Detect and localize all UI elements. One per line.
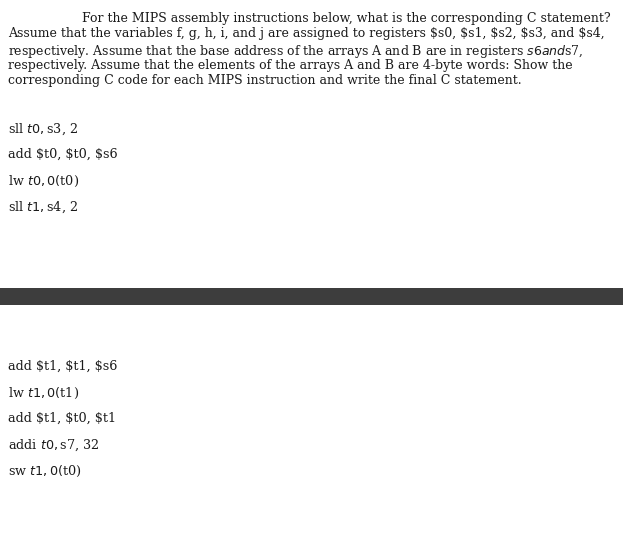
Text: lw $t1, 0($t1): lw $t1, 0($t1) (8, 386, 79, 401)
Bar (0, 288, 623, 305)
Text: For the MIPS assembly instructions below, what is the corresponding C statement?: For the MIPS assembly instructions below… (82, 12, 611, 25)
Text: lw $t0, 0($t0): lw $t0, 0($t0) (8, 174, 79, 189)
Text: sll $t0, $s3, 2: sll $t0, $s3, 2 (8, 122, 78, 137)
Text: add $t0, $t0, $s6: add $t0, $t0, $s6 (8, 148, 118, 161)
Text: respectively. Assume that the base address of the arrays A and B are in register: respectively. Assume that the base addre… (8, 43, 584, 60)
Text: respectively. Assume that the elements of the arrays A and B are 4-byte words: S: respectively. Assume that the elements o… (8, 59, 573, 71)
Text: sll $t1, $s4, 2: sll $t1, $s4, 2 (8, 200, 78, 216)
Text: add $t1, $t0, $t1: add $t1, $t0, $t1 (8, 412, 116, 425)
Text: addi $t0, $s7, 32: addi $t0, $s7, 32 (8, 438, 100, 454)
Text: add $t1, $t1, $s6: add $t1, $t1, $s6 (8, 360, 117, 373)
Text: sw $t1, 0($t0): sw $t1, 0($t0) (8, 464, 82, 479)
Text: Assume that the variables f, g, h, i, and j are assigned to registers $s0, $s1, : Assume that the variables f, g, h, i, an… (8, 28, 605, 40)
Text: corresponding C code for each MIPS instruction and write the final C statement.: corresponding C code for each MIPS instr… (8, 74, 521, 87)
